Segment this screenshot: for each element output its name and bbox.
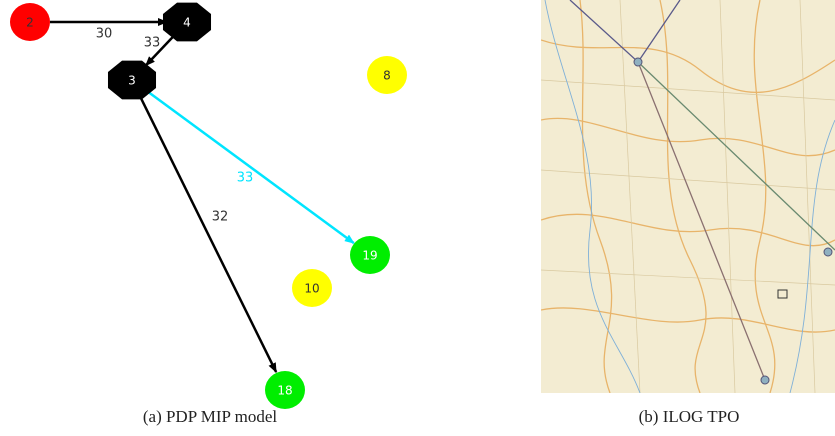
node — [162, 2, 212, 42]
node-label: 19 — [362, 249, 377, 263]
node-label: 4 — [183, 16, 191, 30]
node — [292, 269, 332, 307]
edge — [147, 90, 355, 245]
node — [367, 56, 407, 94]
edge-label: 33 — [144, 36, 161, 51]
edge — [139, 97, 278, 373]
map-screenshot — [541, 0, 835, 393]
caption: (b) ILOG TPO — [639, 407, 740, 426]
edge-label: 32 — [212, 210, 229, 225]
node — [350, 236, 390, 274]
node-label: 8 — [383, 69, 391, 83]
node-label: 18 — [277, 384, 292, 398]
node-label: 2 — [26, 16, 34, 30]
node — [265, 371, 305, 409]
node — [107, 60, 157, 100]
edge-label: 30 — [96, 27, 113, 42]
node-label: 10 — [304, 282, 319, 296]
node — [10, 3, 50, 41]
caption: (a) PDP MIP model — [143, 407, 278, 426]
edge-label: 33 — [237, 171, 254, 186]
node-label: 3 — [128, 74, 136, 88]
edge — [144, 35, 175, 67]
